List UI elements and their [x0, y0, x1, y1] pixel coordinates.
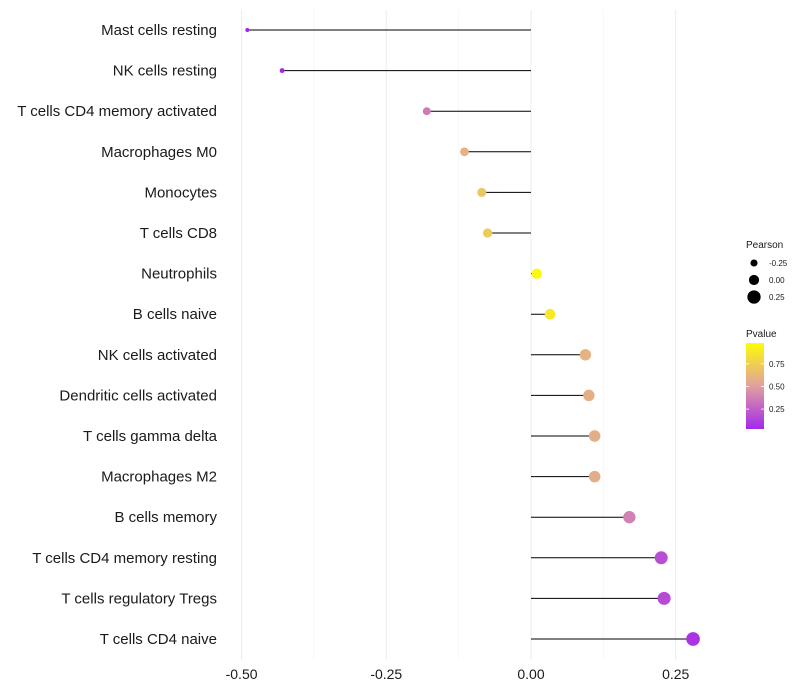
size-legend-label: 0.25 [769, 293, 785, 302]
x-tick-label: 0.25 [662, 666, 689, 682]
point [588, 430, 601, 442]
category-label: T cells CD4 memory activated [17, 103, 217, 120]
category-labels: Mast cells resting NK cells resting T cell… [17, 22, 217, 648]
segment-layer [247, 29, 694, 640]
color-legend-label: 0.25 [769, 405, 785, 414]
category-label: B cells memory [114, 509, 217, 526]
category-label: Mast cells resting [101, 22, 217, 39]
x-tick-label: 0.00 [517, 666, 544, 682]
color-legend-title: Pvalue [746, 329, 777, 340]
size-legend-items: -0.25 0.00 0.25 [747, 259, 788, 304]
color-legend-items: 0.75 0.50 0.25 [746, 360, 785, 414]
category-label: T cells CD4 memory resting [32, 550, 217, 567]
category-label: T cells gamma delta [83, 428, 218, 445]
legend: Pearson -0.25 0.00 0.25 Pvalue 0.75 0.50 0.2… [746, 240, 788, 429]
color-legend-label: 0.75 [769, 360, 785, 369]
category-label: Macrophages M2 [101, 469, 217, 486]
category-label: Monocytes [144, 184, 217, 201]
x-tick-label: -0.50 [226, 666, 258, 682]
category-label: B cells naive [133, 306, 217, 323]
x-tick-label: -0.25 [370, 666, 402, 682]
point [531, 268, 542, 279]
grid-layer [241, 10, 677, 660]
point [477, 187, 487, 197]
point [654, 551, 668, 565]
category-label: Dendritic cells activated [59, 387, 217, 404]
category-label: NK cells resting [113, 63, 217, 80]
x-tick-labels: -0.50 -0.25 0.00 0.25 [226, 666, 690, 682]
point [422, 107, 431, 116]
point [583, 389, 595, 402]
size-legend-label: 0.00 [769, 276, 785, 285]
category-label: Macrophages M0 [101, 144, 217, 161]
category-label: Neutrophils [141, 266, 217, 283]
point [460, 147, 469, 157]
size-legend-title: Pearson [746, 240, 783, 251]
point [657, 591, 671, 605]
point [544, 308, 556, 320]
point [623, 511, 636, 524]
point [279, 68, 285, 74]
category-label: NK cells activated [98, 347, 217, 364]
point [579, 349, 592, 361]
point [245, 27, 250, 33]
size-legend-key [747, 290, 761, 304]
color-legend-bar [746, 343, 764, 429]
size-legend-key [750, 259, 758, 267]
color-legend-label: 0.50 [769, 382, 785, 391]
size-legend-key [748, 274, 760, 286]
point [588, 470, 601, 483]
point-layer [245, 27, 700, 646]
point [686, 632, 700, 646]
category-label: T cells regulatory Tregs [61, 590, 217, 607]
size-legend-label: -0.25 [769, 259, 788, 268]
point [482, 228, 493, 238]
category-label: T cells CD8 [140, 225, 217, 242]
category-label: T cells CD4 naive [100, 631, 217, 648]
